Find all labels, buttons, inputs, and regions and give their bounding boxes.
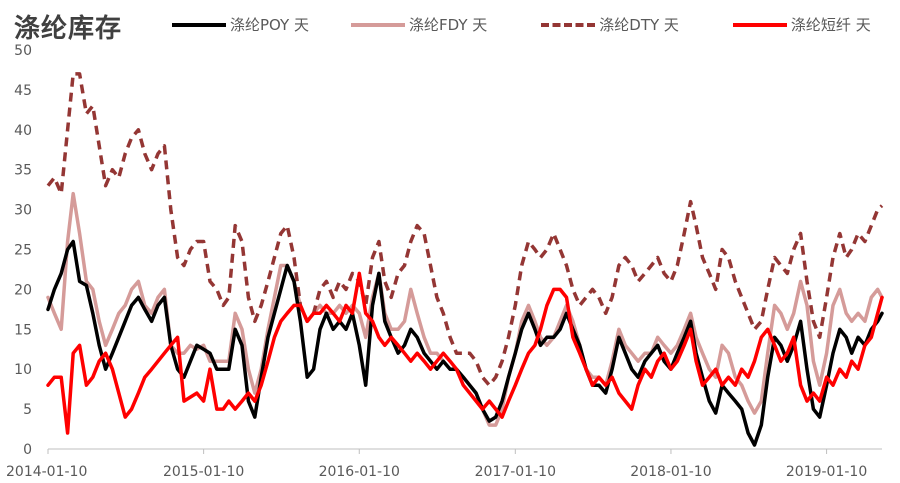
x-tick-label: 2016-01-10 [319,464,400,480]
legend-item-fdy: 涤纶FDY 天 [350,14,488,35]
x-tick-label: 2019-01-10 [786,464,867,480]
legend-label-poy: 涤纶POY 天 [230,16,309,34]
legend-item-poy: 涤纶POY 天 [172,14,309,35]
y-tick-label: 50 [14,43,32,59]
y-tick-label: 10 [14,362,32,378]
x-tick-label: 2018-01-10 [630,464,711,480]
legend-item-dty: 涤纶DTY 天 [541,14,679,35]
legend: 涤纶POY 天 涤纶FDY 天 涤纶DTY 天 涤纶短纤 天 [172,14,900,35]
y-tick-label: 20 [14,282,32,298]
series-line-staple [46,271,884,435]
y-tick-label: 35 [14,163,32,179]
y-tick-label: 45 [14,83,32,99]
x-tick-label: 2015-01-10 [163,464,244,480]
legend-label-staple: 涤纶短纤 天 [790,16,871,34]
legend-swatch-poy [172,22,226,27]
x-tick-label: 2014-01-10 [6,464,87,480]
legend-swatch-dty [541,22,596,27]
y-tick-label: 5 [23,402,32,418]
legend-item-staple: 涤纶短纤 天 [732,14,871,35]
legend-swatch-fdy [350,22,405,27]
series-line-dty [46,72,884,387]
legend-label-dty: 涤纶DTY 天 [599,16,679,34]
y-tick-label: 40 [14,123,32,139]
legend-label-fdy: 涤纶FDY 天 [408,16,488,34]
legend-swatch-staple [732,22,787,27]
y-tick-label: 25 [14,243,32,259]
series-line-poy [46,239,884,447]
y-tick-label: 15 [14,322,32,338]
y-tick-label: 0 [23,442,32,458]
chart-title: 涤纶库存 [14,14,123,44]
x-tick-label: 2017-01-10 [475,464,556,480]
y-tick-label: 30 [14,203,32,219]
